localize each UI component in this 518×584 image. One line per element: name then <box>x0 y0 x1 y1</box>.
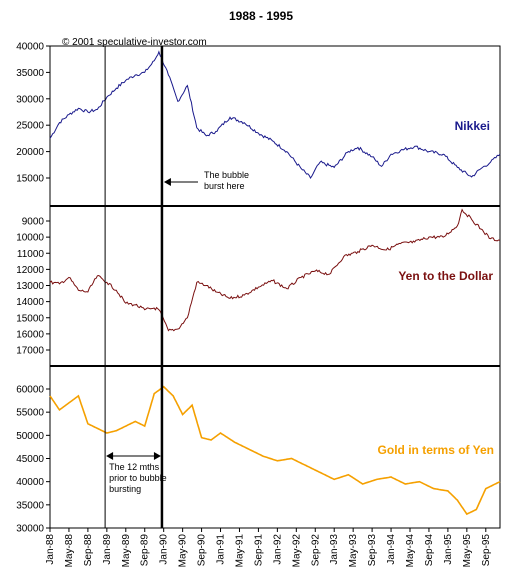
x-tick-label: Sep-92 <box>310 534 321 567</box>
x-tick-label: Jan-88 <box>45 534 56 565</box>
y-tick-label: 16000 <box>16 329 44 340</box>
x-tick-label: Sep-88 <box>83 534 94 567</box>
copyright-text: © 2001 speculative-investor.com <box>62 37 207 48</box>
x-tick-label: Jan-90 <box>159 534 170 565</box>
x-tick-label: May-94 <box>405 534 416 568</box>
y-tick-label: 15000 <box>16 313 44 324</box>
y-tick-label: 9000 <box>22 217 45 228</box>
y-tick-label: 20000 <box>16 147 44 158</box>
series-layer: Nikkei Yen to the Dollar Gold in terms of … <box>49 50 501 516</box>
y-tick-label: 40000 <box>16 477 44 488</box>
x-tick-label: May-93 <box>348 534 359 568</box>
plot-border <box>49 45 501 529</box>
chart-title: 1988 - 1995 <box>229 9 293 23</box>
x-tick-label: Jan-95 <box>443 534 454 565</box>
bubble-annotation-line: The bubble <box>204 170 249 180</box>
x-tick-label: Sep-91 <box>253 534 264 567</box>
y-tick-label: 55000 <box>16 408 44 419</box>
series-label-yen: Yen to the Dollar <box>398 269 493 283</box>
bubble-annotation-line: burst here <box>204 181 245 191</box>
x-tick-label: Jan-91 <box>216 534 227 565</box>
axis-layer: 15000 20000 25000 30000 35000 40000 9000 10000 1… <box>16 42 492 568</box>
y-tick-label: 60000 <box>16 385 44 396</box>
series-label-gold: Gold in terms of Yen <box>378 443 494 457</box>
x-tick-label: Sep-94 <box>424 534 435 567</box>
y-tick-label: 25000 <box>16 121 44 132</box>
x-tick-label: May-89 <box>121 534 132 568</box>
series-line-yen <box>49 208 501 332</box>
y-tick-label: 35000 <box>16 500 44 511</box>
y-tick-label: 40000 <box>16 42 44 53</box>
y-tick-label: 13000 <box>16 281 44 292</box>
y-tick-label: 12000 <box>16 265 44 276</box>
x-tick-label: May-91 <box>234 534 245 568</box>
x-tick-label: Jan-94 <box>386 534 397 565</box>
twelve-month-annotation-line: The 12 mths <box>109 462 160 472</box>
x-tick-label: May-88 <box>64 534 75 568</box>
x-tick-label: Jan-89 <box>102 534 113 565</box>
y-tick-label: 17000 <box>16 346 44 357</box>
bubble-arrow-head <box>163 178 171 186</box>
twelve-month-arrow-head-right <box>153 452 161 460</box>
x-tick-label: Sep-95 <box>481 534 492 567</box>
series-line-gold <box>49 385 501 516</box>
y-tick-label: 35000 <box>16 68 44 79</box>
y-tick-label: 10000 <box>16 233 44 244</box>
y-tick-label: 30000 <box>16 524 44 535</box>
y-tick-label: 14000 <box>16 297 44 308</box>
series-label-nikkei: Nikkei <box>455 119 490 133</box>
twelve-month-annotation-line: bursting <box>109 484 141 494</box>
twelve-month-annotation-line: prior to bubble <box>109 473 167 483</box>
y-tick-label: 50000 <box>16 431 44 442</box>
x-tick-label: May-92 <box>291 534 302 568</box>
y-tick-label: 45000 <box>16 454 44 465</box>
y-tick-label: 11000 <box>17 249 45 260</box>
twelve-month-arrow-head-left <box>106 452 114 460</box>
x-tick-label: May-90 <box>178 534 189 568</box>
x-tick-label: Jan-93 <box>329 534 340 565</box>
series-line-nikkei <box>49 50 501 179</box>
x-tick-label: Jan-92 <box>272 534 283 565</box>
x-tick-label: Sep-90 <box>197 534 208 567</box>
x-tick-label: May-95 <box>462 534 473 568</box>
chart-frame <box>49 45 501 529</box>
y-tick-label: 15000 <box>16 174 44 185</box>
y-tick-label: 30000 <box>16 94 44 105</box>
x-tick-label: Sep-89 <box>140 534 151 567</box>
x-tick-label: Sep-93 <box>367 534 378 567</box>
